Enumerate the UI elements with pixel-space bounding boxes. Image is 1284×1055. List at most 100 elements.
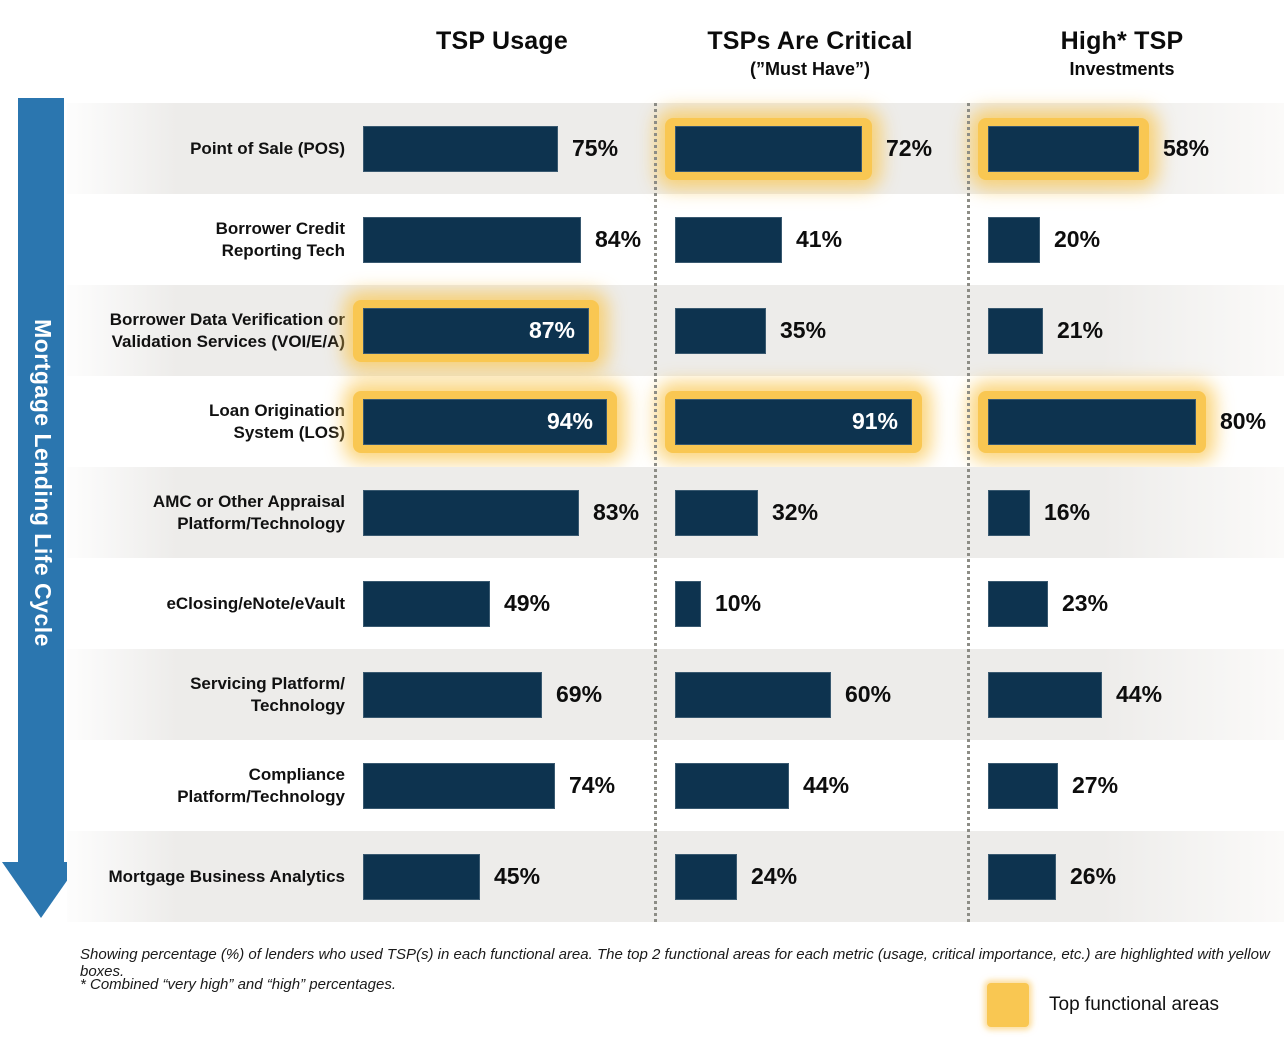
highlight-box [978, 117, 1149, 180]
bar: 91% [675, 398, 912, 445]
bar [675, 671, 831, 718]
bar [988, 671, 1102, 718]
bar-cell: 27% [988, 762, 1119, 809]
bar [363, 762, 555, 809]
bar [988, 762, 1058, 809]
table-row: Borrower Data Verification or Validation … [67, 285, 1284, 376]
bar [675, 216, 782, 263]
bar [988, 489, 1030, 536]
bar [988, 398, 1196, 445]
table-row: Loan Origination System (LOS) 94% 91% 80% [67, 376, 1284, 467]
bar-cell: 91% [665, 390, 922, 453]
bar-value: 94% [546, 408, 593, 434]
bar-value: 26% [1070, 863, 1117, 889]
bar [363, 853, 480, 900]
bar-value: 16% [1044, 499, 1091, 525]
row-label: Point of Sale (POS) [190, 138, 345, 158]
bar [363, 216, 581, 263]
bar-value: 91% [851, 408, 898, 434]
bar-cell: 83% [363, 489, 640, 536]
column-title: TSP Usage [436, 27, 568, 55]
bar-value: 84% [595, 226, 642, 252]
bar-value: 27% [1072, 772, 1119, 798]
arrow-shaft [18, 98, 64, 864]
bar-cell: 84% [363, 216, 642, 263]
bar-value: 20% [1054, 226, 1101, 252]
highlight-box [665, 117, 872, 180]
table-row: Compliance Platform/Technology 74% 44% 27% [67, 740, 1284, 831]
bar-value: 58% [1163, 135, 1210, 161]
row-label: Borrower Data Verification or Validation … [109, 309, 345, 351]
arrow-head-icon [2, 862, 80, 918]
bar [363, 671, 542, 718]
row-label: Borrower Credit Reporting Tech [215, 218, 345, 260]
bar-value: 60% [845, 681, 892, 707]
bar-cell: 26% [988, 853, 1117, 900]
bar [675, 580, 701, 627]
bar-value: 49% [504, 590, 551, 616]
bar: 94% [363, 398, 607, 445]
bar-cell: 75% [363, 125, 619, 172]
highlight-box: 94% [353, 390, 617, 453]
table-row: AMC or Other Appraisal Platform/Technolog… [67, 467, 1284, 558]
bar-value: 23% [1062, 590, 1109, 616]
bar [675, 489, 758, 536]
lifecycle-arrow: Mortgage Lending Life Cycle [2, 98, 80, 918]
bar [363, 580, 490, 627]
column-title: High* TSP [1060, 27, 1184, 55]
bar-cell: 20% [988, 216, 1101, 263]
bar-cell: 44% [988, 671, 1163, 718]
bar-value: 44% [1116, 681, 1163, 707]
bar: 87% [363, 307, 589, 354]
bar-value: 10% [715, 590, 762, 616]
bar [988, 216, 1040, 263]
bar-cell: 87% [353, 299, 599, 362]
bar-value: 87% [528, 317, 575, 343]
row-label: Servicing Platform/Technology [190, 673, 345, 715]
bar [988, 580, 1048, 627]
bar-value: 72% [886, 135, 933, 161]
row-label: Loan Origination System (LOS) [209, 400, 345, 442]
bar-cell: 58% [978, 117, 1210, 180]
bar [675, 762, 789, 809]
bar-cell: 69% [363, 671, 603, 718]
bar-cell: 35% [675, 307, 826, 354]
column-title: TSPs Are Critical [707, 27, 913, 55]
row-label: Mortgage Business Analytics [108, 866, 346, 886]
bar-value: 41% [796, 226, 843, 252]
bar-cell: 16% [988, 489, 1091, 536]
highlight-box: 87% [353, 299, 599, 362]
highlight-box: 91% [665, 390, 922, 453]
bar-value: 75% [572, 135, 619, 161]
bar [675, 307, 766, 354]
bar-value: 74% [569, 772, 616, 798]
bar-cell: 45% [363, 853, 541, 900]
bar [988, 853, 1056, 900]
bar-cell: 24% [675, 853, 798, 900]
bar-cell: 74% [363, 762, 616, 809]
column-header-usage: TSP Usage [436, 27, 568, 59]
bar-value: 83% [593, 499, 640, 525]
bar-cell: 44% [675, 762, 850, 809]
bar-cell: 23% [988, 580, 1109, 627]
column-subtitle: Investments [1069, 58, 1175, 79]
bar-value: 45% [494, 863, 541, 889]
bar [988, 125, 1139, 172]
chart-rows: Point of Sale (POS) 75% 72% 58% Borrower Cre… [67, 103, 1284, 922]
highlight-box [978, 390, 1206, 453]
bar [675, 853, 737, 900]
bar-value: 24% [751, 863, 798, 889]
row-label: eClosing/eNote/eVault [166, 593, 345, 613]
bar-cell: 32% [675, 489, 818, 536]
column-header-investments: High* TSP Investments [1060, 27, 1184, 80]
bar [988, 307, 1043, 354]
bar-value: 69% [556, 681, 603, 707]
table-row: Point of Sale (POS) 75% 72% 58% [67, 103, 1284, 194]
bar-value: 44% [803, 772, 850, 798]
footnote-main: Showing percentage (%) of lenders who us… [80, 946, 1270, 980]
bar-value: 21% [1057, 317, 1104, 343]
row-label: AMC or Other Appraisal Platform/Technolog… [152, 491, 345, 533]
bar [363, 125, 558, 172]
bar [363, 489, 579, 536]
